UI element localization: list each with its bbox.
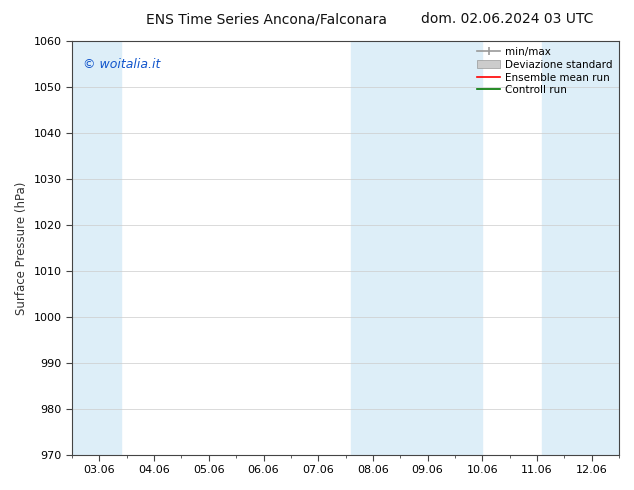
Y-axis label: Surface Pressure (hPa): Surface Pressure (hPa) [15, 181, 28, 315]
Bar [543, 41, 624, 455]
Legend: min/max, Deviazione standard, Ensemble mean run, Controll run: min/max, Deviazione standard, Ensemble m… [473, 43, 617, 99]
Text: ENS Time Series Ancona/Falconara: ENS Time Series Ancona/Falconara [146, 12, 387, 26]
Text: dom. 02.06.2024 03 UTC: dom. 02.06.2024 03 UTC [421, 12, 593, 26]
Bar [351, 41, 482, 455]
Text: © woitalia.it: © woitalia.it [83, 58, 160, 71]
Bar [67, 41, 121, 455]
